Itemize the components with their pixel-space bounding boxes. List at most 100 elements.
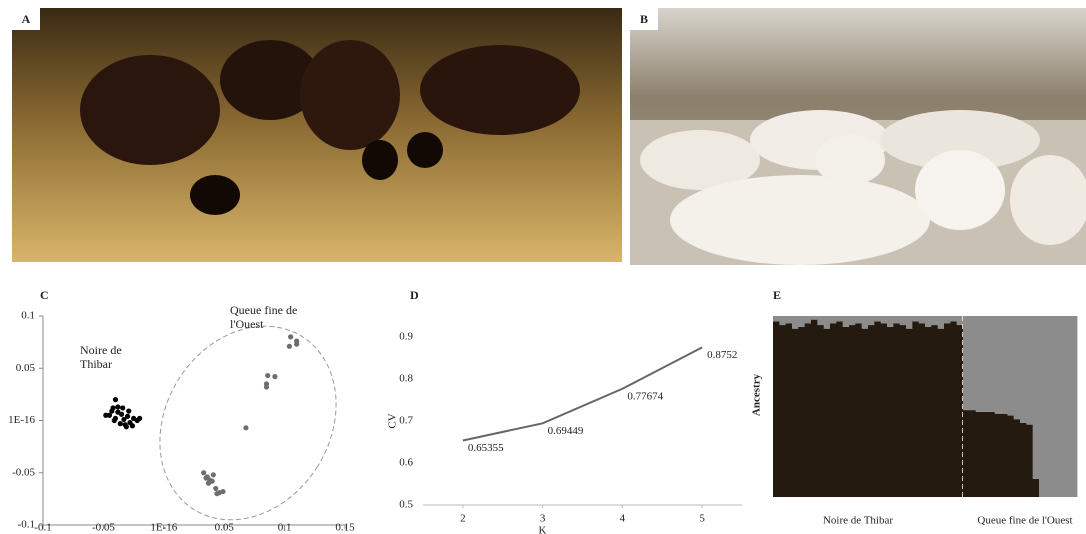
bar-segment	[804, 323, 812, 497]
point	[106, 412, 113, 418]
panel-label: C	[40, 288, 49, 302]
bar-segment	[792, 328, 799, 497]
bar-segment	[1001, 316, 1008, 414]
point	[129, 423, 135, 429]
photo-b: B	[630, 8, 1086, 265]
bar-segment	[785, 316, 793, 324]
y-tick-label: 0.7	[399, 415, 413, 427]
bar-segment	[969, 316, 977, 411]
x-tick-label: 0.05	[215, 522, 235, 534]
bar-segment	[804, 316, 812, 324]
x-tick-label: 0.1	[278, 522, 292, 534]
bar-segment	[1064, 316, 1072, 497]
y-tick-label: 1E-16	[8, 414, 35, 426]
bar-segment	[925, 326, 932, 497]
bar-segment	[1045, 316, 1053, 497]
y-tick-label: 0.05	[16, 362, 36, 374]
point	[286, 343, 293, 349]
bar-segment	[887, 316, 894, 327]
bar-segment	[874, 321, 882, 497]
bar-segment	[842, 316, 850, 327]
bar-segment	[836, 316, 844, 322]
point	[118, 411, 125, 417]
bar-segment	[1032, 316, 1040, 479]
point	[124, 413, 131, 419]
bar-segment	[899, 325, 907, 497]
bar-segment	[830, 323, 837, 497]
y-tick-label: 0.1	[21, 310, 35, 322]
bar-segment	[1026, 316, 1034, 425]
bar-segment	[836, 321, 844, 497]
bar-segment	[792, 316, 799, 329]
bar-segment	[956, 325, 964, 497]
bar-segment	[817, 325, 825, 497]
data-label: 0.65355	[468, 442, 504, 454]
bar-segment	[950, 316, 958, 322]
bar-segment	[893, 323, 901, 497]
y-axis-label: Ancestry	[751, 373, 763, 416]
bar-segment	[912, 316, 920, 322]
point	[201, 470, 207, 476]
bar-segment	[830, 316, 837, 324]
bar-segment	[937, 328, 945, 497]
point	[294, 341, 300, 347]
x-tick-label: -0.05	[92, 522, 115, 534]
bar-segment	[779, 316, 787, 326]
point	[210, 472, 216, 478]
bar-segment	[1013, 419, 1021, 497]
bar-segment	[880, 323, 888, 497]
series-label-box: Noire de Thibar	[80, 343, 122, 371]
bar-segment	[887, 326, 894, 497]
bar-segment	[918, 316, 926, 324]
bar-segment	[988, 411, 996, 497]
bar-segment	[982, 316, 989, 412]
bar-segment	[785, 323, 793, 497]
bar-segment	[868, 325, 875, 497]
x-tick-label: 4	[620, 513, 626, 525]
data-label: 0.77674	[627, 390, 663, 402]
point	[220, 488, 226, 495]
bar-segment	[906, 316, 913, 329]
point	[109, 408, 115, 414]
bar-segment	[817, 316, 825, 326]
panel-label: B	[640, 12, 648, 26]
y-tick-label: 0.5	[399, 499, 413, 511]
bar-segment	[849, 325, 856, 497]
series-label-box: Queue fine de l'Ouest	[230, 303, 297, 331]
photo-a: A	[12, 8, 622, 262]
bar-segment	[944, 316, 951, 324]
bar-segment	[861, 316, 869, 329]
bar-segment	[963, 410, 970, 497]
y-tick-label: 0.9	[399, 331, 413, 343]
bar-segment	[855, 316, 863, 324]
bar-segment	[1001, 413, 1008, 497]
bar-segment	[849, 316, 856, 326]
point	[137, 415, 143, 422]
bar-segment	[811, 316, 818, 320]
point	[126, 408, 132, 414]
bar-segment	[931, 316, 939, 326]
x-tick-label: 2	[460, 513, 466, 525]
bar-segment	[1070, 316, 1078, 497]
point	[265, 372, 271, 379]
point	[121, 416, 127, 423]
point	[115, 404, 121, 410]
bar-segment	[988, 316, 996, 412]
bar-segment	[982, 411, 989, 497]
group-label: Queue fine de l'Ouest	[977, 515, 1072, 527]
y-tick-label: -0.1	[18, 519, 35, 531]
bar-segment	[823, 328, 831, 497]
bar-segment	[880, 316, 888, 324]
panel-label: D	[410, 288, 419, 302]
bar-segment	[798, 316, 806, 327]
group-outline	[159, 325, 337, 521]
bar-segment	[975, 316, 983, 412]
group-label: Noire de Thibar	[823, 515, 893, 527]
bar-segment	[899, 316, 907, 326]
bar-segment	[1058, 316, 1065, 497]
bar-segment	[1039, 316, 1046, 497]
point	[263, 384, 270, 390]
bar-segment	[912, 321, 920, 497]
series-label: Noire de Thibar	[80, 343, 122, 371]
